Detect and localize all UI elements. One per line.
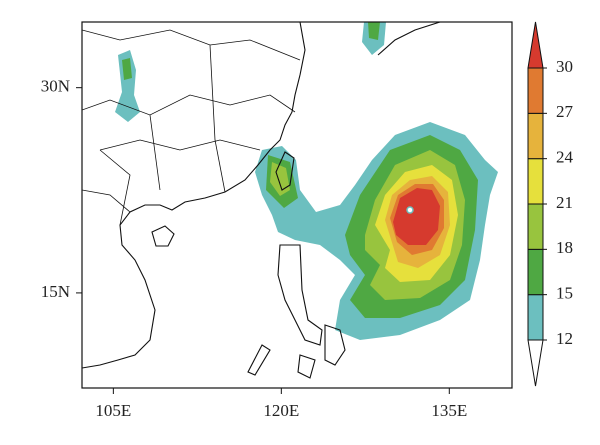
visayas	[247, 324, 346, 379]
taiwan	[275, 151, 295, 191]
colorbar-label: 15	[556, 284, 573, 303]
y-tick-label: 15N	[41, 282, 70, 301]
coastline	[82, 74, 301, 369]
y-tick-label: 30N	[41, 77, 70, 96]
typhoon-eye	[406, 206, 414, 214]
colorbar-band	[527, 67, 544, 114]
map-area	[82, 22, 498, 379]
colorbar-label: 18	[556, 238, 573, 257]
map-frame	[81, 21, 513, 389]
colorbar-extend-high	[527, 21, 544, 69]
x-tick-label: 135E	[431, 401, 467, 420]
x-tick-label: 120E	[263, 401, 299, 420]
x-tick-label: 105E	[95, 401, 131, 420]
colorbar-extend-low	[527, 339, 544, 387]
province-borders	[82, 29, 301, 226]
contour-band	[122, 58, 132, 80]
colorbar: 12 15 18 21 24 27 30	[527, 21, 574, 387]
colorbar-band	[527, 112, 544, 160]
axes: 105E 120E 135E 15N 30N	[41, 77, 468, 420]
colorbar-label: 21	[556, 193, 573, 212]
colorbar-band	[527, 203, 544, 250]
luzon	[277, 244, 323, 346]
colorbar-label: 24	[556, 148, 574, 167]
colorbar-label: 30	[556, 57, 573, 76]
colorbar-band	[527, 294, 544, 341]
hainan	[151, 225, 175, 247]
contour-band	[393, 188, 440, 245]
colorbar-band	[527, 248, 544, 296]
colorbar-band	[527, 158, 544, 205]
colorbar-label: 27	[556, 102, 574, 121]
korea-japan	[299, 22, 441, 76]
colorbar-label: 12	[556, 329, 573, 348]
filled-contours	[115, 22, 498, 340]
contour-band	[368, 22, 380, 40]
